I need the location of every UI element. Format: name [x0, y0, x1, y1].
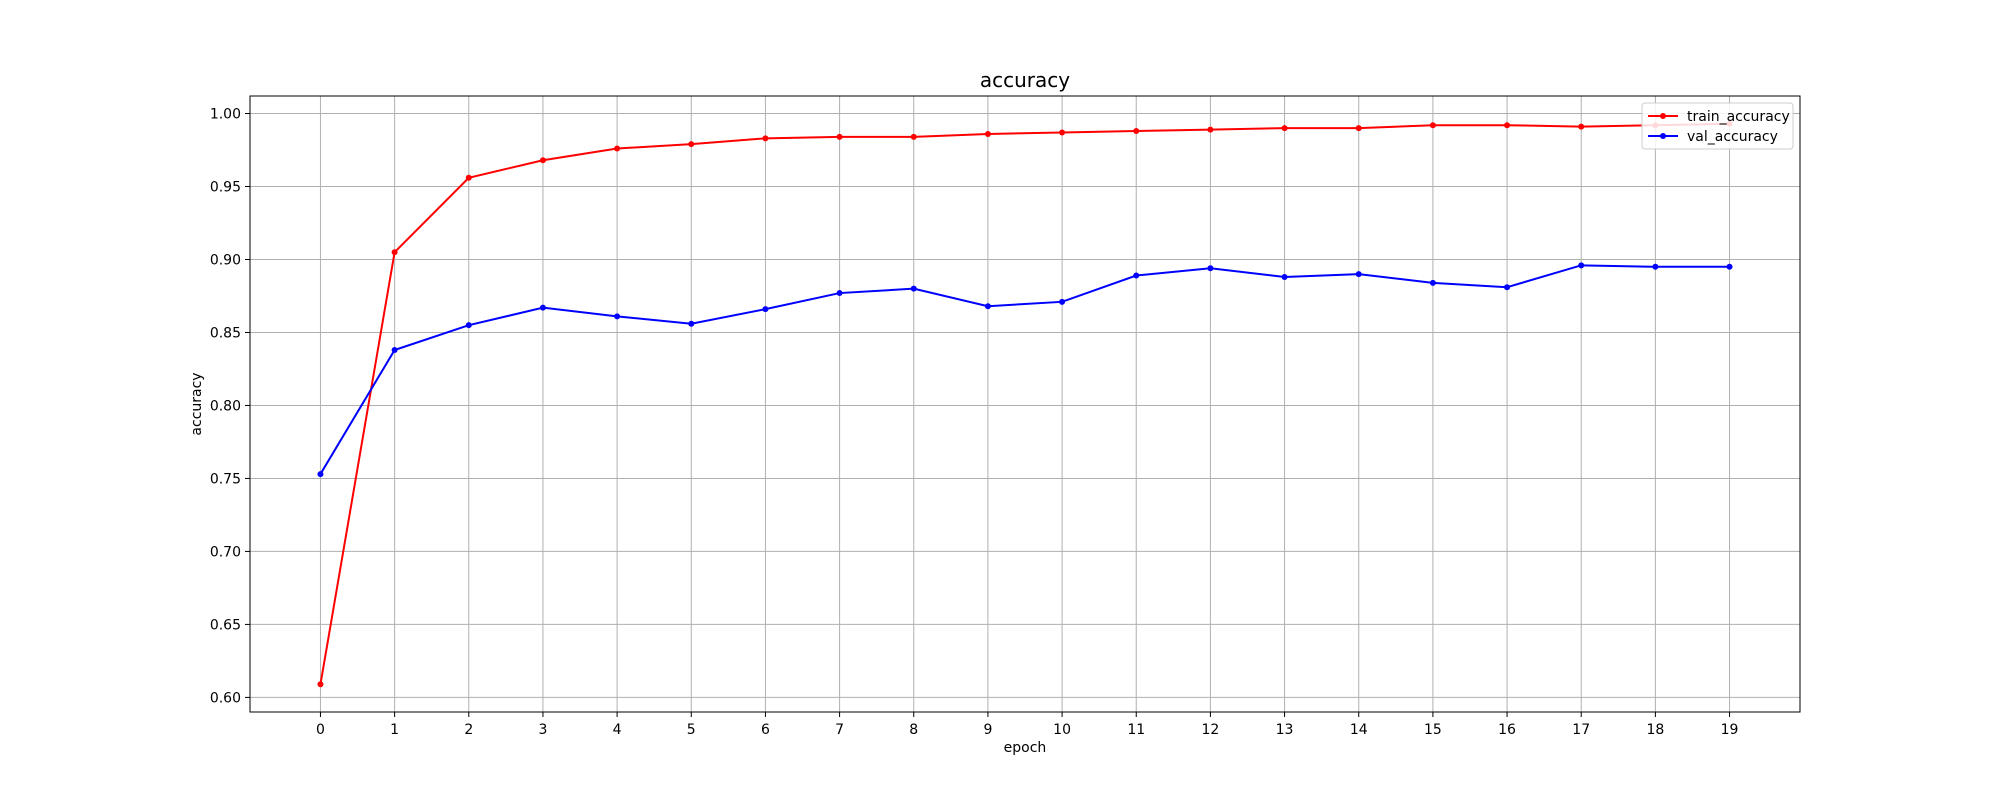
y-tick-label: 0.75: [210, 471, 241, 487]
data-point-train-accuracy: [1429, 122, 1436, 129]
data-point-train-accuracy: [614, 145, 621, 152]
data-point-val-accuracy: [539, 304, 546, 311]
data-point-train-accuracy: [762, 135, 769, 142]
x-tick-label: 19: [1721, 722, 1739, 738]
data-point-train-accuracy: [1578, 123, 1585, 130]
data-point-val-accuracy: [1133, 272, 1140, 279]
x-tick-label: 17: [1572, 722, 1590, 738]
data-point-train-accuracy: [465, 174, 472, 181]
data-point-val-accuracy: [1281, 274, 1288, 281]
y-tick-label: 0.95: [210, 180, 241, 196]
x-tick-label: 14: [1350, 722, 1368, 738]
plot-frame: [249, 95, 1801, 713]
data-point-val-accuracy: [1059, 298, 1066, 305]
x-tick-label: 15: [1424, 722, 1442, 738]
series-line-val-accuracy: [319, 264, 1730, 475]
x-tick-label: 1: [390, 722, 399, 738]
data-point-train-accuracy: [317, 681, 324, 688]
x-tick-label: 11: [1127, 722, 1145, 738]
data-point-val-accuracy: [910, 285, 917, 292]
x-tick-label: 18: [1646, 722, 1664, 738]
data-point-val-accuracy: [1652, 263, 1659, 270]
x-tick-label: 6: [761, 722, 770, 738]
data-point-val-accuracy: [391, 346, 398, 353]
data-point-train-accuracy: [910, 133, 917, 140]
series-line-train-accuracy: [319, 122, 1730, 685]
x-tick-label: 2: [464, 722, 473, 738]
series-lines: [317, 120, 1733, 688]
data-point-train-accuracy: [1504, 122, 1511, 129]
data-point-val-accuracy: [984, 303, 991, 310]
data-point-train-accuracy: [539, 157, 546, 164]
x-tick-label: 3: [538, 722, 547, 738]
x-tick-label: 7: [835, 722, 844, 738]
data-point-val-accuracy: [1578, 262, 1585, 269]
data-point-train-accuracy: [688, 141, 695, 148]
axis-ticks: 0 1 2 3 4 5 6 7 8 9 10 11 12 13 14 15 16 17 18 190.600.650.…: [210, 107, 1739, 738]
data-point-train-accuracy: [984, 130, 991, 137]
legend: train_accuracy val_accuracy: [1641, 102, 1794, 150]
data-point-train-accuracy: [1059, 129, 1066, 136]
data-point-train-accuracy: [1133, 128, 1140, 135]
y-tick-label: 0.60: [210, 690, 241, 706]
x-tick-label: 5: [687, 722, 696, 738]
y-tick-label: 0.70: [210, 544, 241, 560]
data-point-val-accuracy: [762, 306, 769, 313]
x-tick-label: 8: [909, 722, 918, 738]
data-point-val-accuracy: [688, 320, 695, 327]
data-point-val-accuracy: [836, 290, 843, 297]
data-point-train-accuracy: [391, 249, 398, 256]
data-point-train-accuracy: [836, 133, 843, 140]
legend-label-val-accuracy: val_accuracy: [1687, 129, 1778, 145]
y-axis-label: accuracy: [189, 372, 205, 435]
legend-label-train-accuracy: train_accuracy: [1687, 109, 1790, 125]
x-tick-label: 9: [983, 722, 992, 738]
grid-lines: [250, 96, 1800, 712]
x-tick-label: 4: [613, 722, 622, 738]
data-point-train-accuracy: [1281, 125, 1288, 132]
y-tick-label: 0.90: [210, 252, 241, 268]
y-tick-label: 1.00: [210, 107, 241, 123]
x-tick-label: 13: [1276, 722, 1294, 738]
data-point-val-accuracy: [1504, 284, 1511, 291]
y-tick-label: 0.80: [210, 398, 241, 414]
legend-box: [1641, 102, 1794, 150]
legend-marker-train-accuracy: [1660, 113, 1666, 119]
data-point-val-accuracy: [1355, 271, 1362, 278]
data-point-val-accuracy: [1726, 263, 1733, 270]
data-point-val-accuracy: [465, 322, 472, 329]
chart-title: accuracy: [980, 68, 1070, 92]
data-point-train-accuracy: [1355, 125, 1362, 132]
data-point-val-accuracy: [614, 313, 621, 320]
data-point-val-accuracy: [317, 471, 324, 478]
x-tick-label: 0: [316, 722, 325, 738]
data-point-train-accuracy: [1207, 126, 1214, 133]
x-axis-label: epoch: [1004, 740, 1047, 756]
y-tick-label: 0.85: [210, 325, 241, 341]
x-tick-label: 16: [1498, 722, 1516, 738]
x-tick-label: 12: [1201, 722, 1219, 738]
legend-marker-val-accuracy: [1660, 133, 1666, 139]
y-tick-label: 0.65: [210, 617, 241, 633]
data-point-val-accuracy: [1429, 279, 1436, 286]
data-point-val-accuracy: [1207, 265, 1214, 272]
x-tick-label: 10: [1053, 722, 1071, 738]
